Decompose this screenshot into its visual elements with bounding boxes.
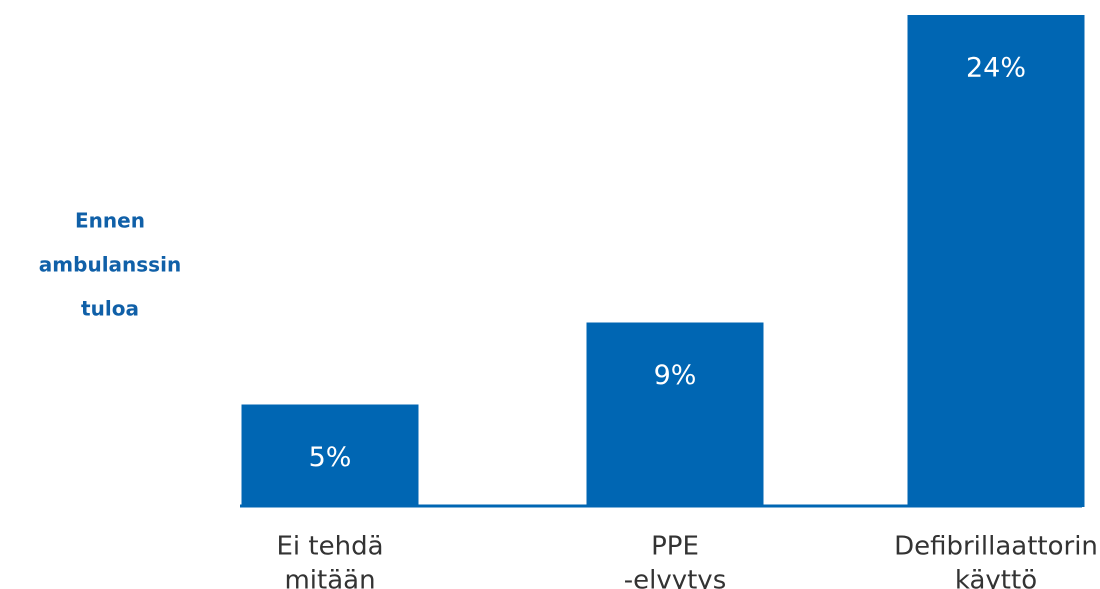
x-tick-label: -elvytys xyxy=(624,566,727,589)
bar xyxy=(907,15,1085,507)
y-axis-label: tuloa xyxy=(81,297,139,321)
y-axis-label: ambulanssin xyxy=(39,253,181,277)
x-tick-label: Defibrillaattorin xyxy=(894,532,1098,562)
value-label: 24% xyxy=(966,53,1026,84)
bar xyxy=(241,404,419,507)
x-tick-label: mitään xyxy=(284,566,375,589)
x-tick-label: PPE xyxy=(651,532,699,562)
value-label: 5% xyxy=(309,442,352,473)
y-axis-label: Ennen xyxy=(75,209,145,233)
bar xyxy=(586,322,764,507)
x-tick-label: Ei tehdä xyxy=(276,532,383,562)
value-label: 9% xyxy=(654,360,697,391)
x-tick-label: käyttö xyxy=(955,566,1037,589)
